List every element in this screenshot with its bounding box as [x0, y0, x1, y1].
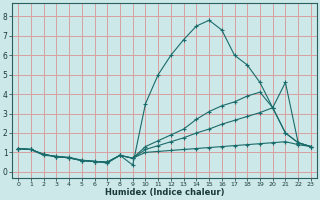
X-axis label: Humidex (Indice chaleur): Humidex (Indice chaleur) — [105, 188, 224, 197]
